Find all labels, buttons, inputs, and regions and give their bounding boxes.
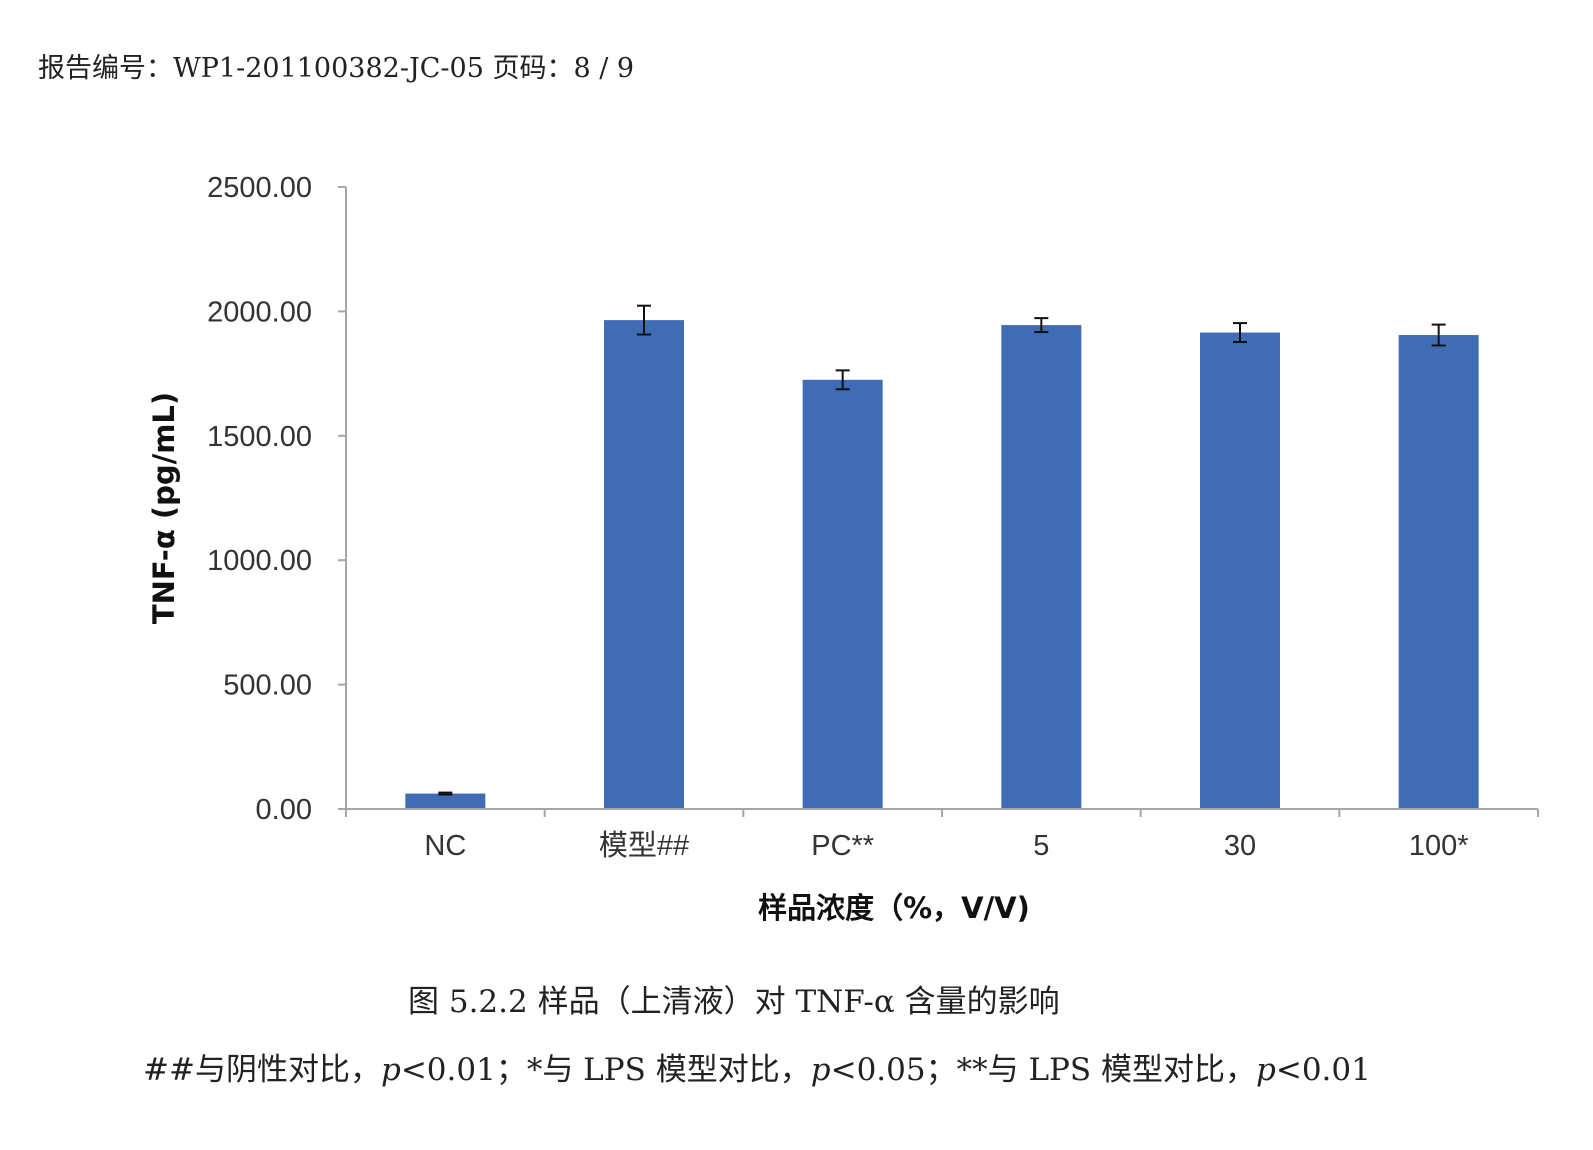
error-bar bbox=[1233, 322, 1247, 344]
bar bbox=[1200, 332, 1280, 809]
x-axis-ticks: NC 模型## PC** 5 30 100* bbox=[345, 809, 1539, 862]
y-axis-ticks: 0.00 500.00 1000.00 1500.00 2000.00 2500.00 bbox=[207, 172, 346, 826]
x-tick-label: 100* bbox=[1409, 830, 1469, 862]
report-header: 报告编号：WP1-201100382-JC-05 页码：8 / 9 bbox=[38, 53, 635, 84]
y-tick-label: 0.00 bbox=[256, 794, 312, 826]
significance-note-text: ##与阴性对比，p<0.01；*与 LPS 模型对比，p<0.05；**与 LP… bbox=[143, 1052, 1371, 1088]
bar bbox=[604, 320, 684, 809]
y-tick-label: 2000.00 bbox=[207, 296, 312, 328]
bar bbox=[802, 379, 883, 809]
bar bbox=[1398, 335, 1479, 809]
x-tick-label: 30 bbox=[1224, 830, 1256, 862]
bars bbox=[405, 320, 1479, 809]
error-bar bbox=[1034, 317, 1049, 334]
x-axis-title: 样品浓度（%，V/V) bbox=[758, 891, 1030, 925]
y-tick-label: 1000.00 bbox=[207, 545, 312, 577]
error-bar bbox=[835, 369, 850, 391]
y-tick-label: 500.00 bbox=[223, 670, 312, 702]
y-tick-label: 2500.00 bbox=[207, 172, 312, 204]
x-tick-label: PC** bbox=[811, 830, 874, 862]
error-bar bbox=[637, 304, 651, 336]
x-tick-label: 模型## bbox=[599, 829, 689, 862]
x-tick-label: 5 bbox=[1033, 830, 1049, 862]
error-bars bbox=[438, 304, 1446, 796]
significance-note: ##与阴性对比，p<0.01；*与 LPS 模型对比，p<0.05；**与 LP… bbox=[143, 1044, 1371, 1089]
figure-caption: 图 5.2.2 样品（上清液）对 TNF-α 含量的影响 bbox=[408, 984, 1060, 1020]
bar bbox=[405, 793, 486, 809]
bar bbox=[1001, 325, 1082, 809]
error-bar bbox=[438, 791, 453, 796]
y-tick-label: 1500.00 bbox=[207, 421, 312, 453]
x-tick-label: NC bbox=[424, 830, 466, 862]
bar-chart: 0.00 500.00 1000.00 1500.00 2000.00 2500.00 N… bbox=[147, 172, 1539, 925]
error-bar bbox=[1431, 323, 1446, 347]
y-axis-title: TNF-α (pg/mL) bbox=[147, 392, 181, 624]
